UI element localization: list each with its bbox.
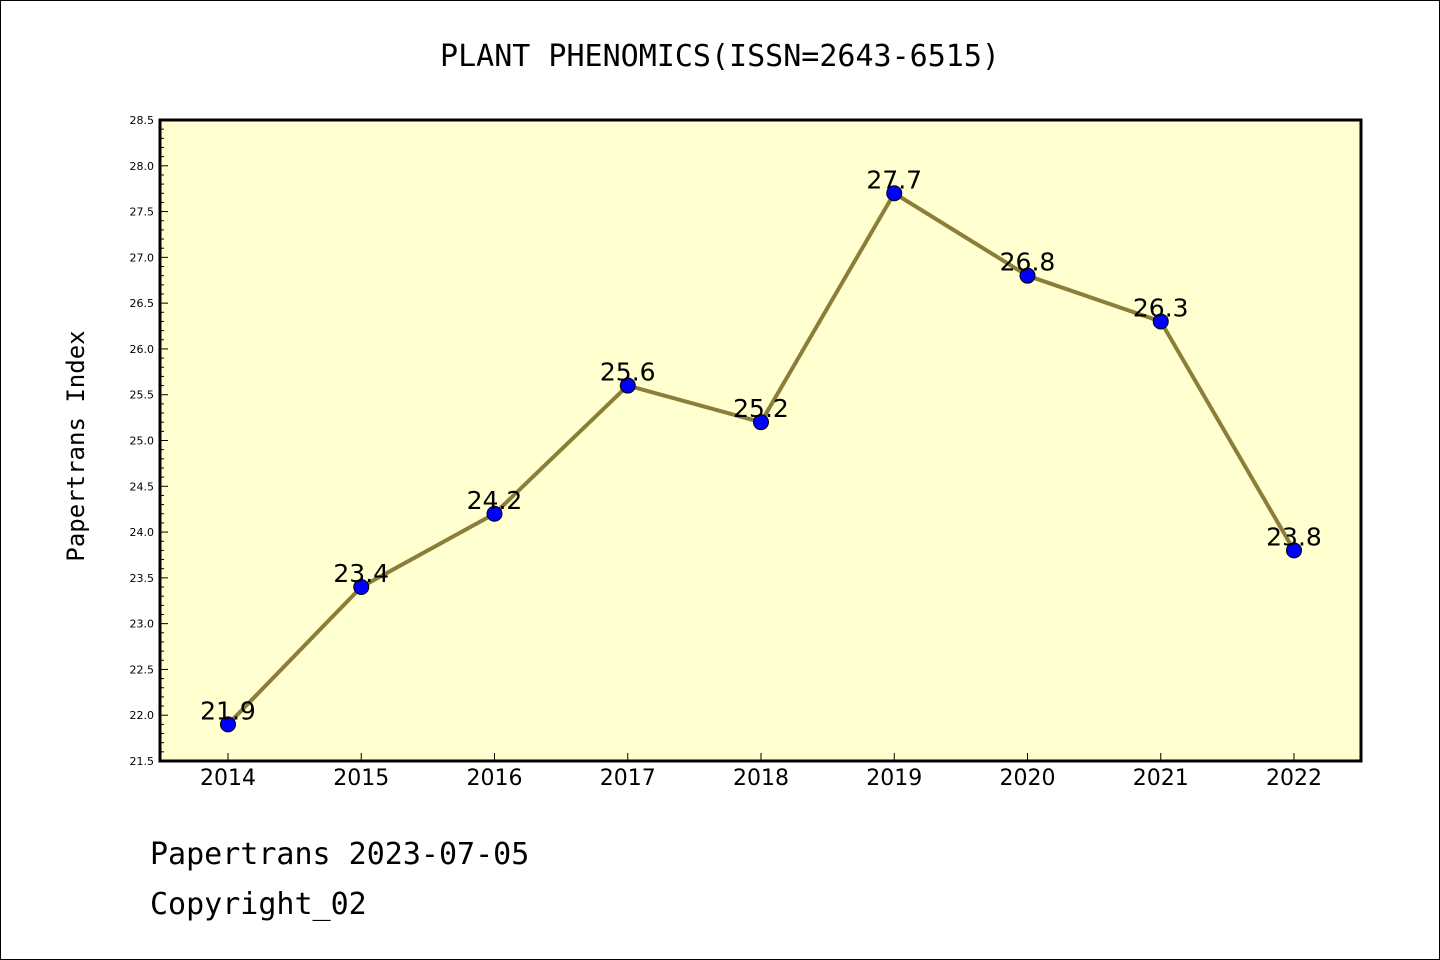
y-tick-label: 22.5 [130,663,155,676]
y-tick-label: 24.5 [130,480,155,493]
y-tick-label: 27.0 [130,251,155,264]
y-tick-label: 26.5 [130,297,155,310]
data-label: 25.2 [733,394,789,423]
x-tick-label: 2019 [866,766,922,791]
y-tick-label: 25.5 [130,389,155,402]
data-label: 21.9 [200,696,256,725]
y-tick-label: 27.5 [130,206,155,219]
data-label: 26.3 [1133,293,1189,322]
data-point [1019,267,1036,284]
y-axis-label: Papertrans Index [62,330,90,561]
x-tick-label: 2020 [1000,766,1056,791]
y-tick-label: 26.0 [130,343,155,356]
data-label: 25.6 [600,358,656,387]
x-tick-label: 2016 [467,766,523,791]
y-tick-label: 25.0 [130,435,155,448]
y-tick-label: 24.0 [130,526,155,539]
data-label: 27.7 [866,165,922,194]
plot-area [160,120,1361,761]
data-point [220,716,236,733]
y-axis: 21.5 22.0 22.5 23.0 23.5 24.0 24.5 25.0 25.5 26.0… [130,114,168,768]
data-label: 23.8 [1266,522,1322,551]
data-point [619,377,636,394]
data-point [1152,313,1169,330]
x-tick-label: 2015 [333,766,389,791]
data-point [886,185,903,202]
footer-date: Papertrans 2023-07-05 [150,837,529,872]
plot-border [158,118,1363,763]
x-tick-label: 2017 [600,766,656,791]
footer-copyright: Copyright_02 [150,887,367,922]
data-label: 24.2 [467,486,523,515]
x-axis: 2014 2015 2016 2017 2018 2019 2020 2021 2022 [200,753,1322,791]
y-tick-label: 22.0 [130,709,155,722]
data-label: 26.8 [1000,248,1056,277]
chart-title: PLANT PHENOMICS(ISSN=2643-6515) [440,39,1000,74]
data-point [486,505,503,522]
y-tick-label: 28.5 [130,114,155,127]
y-tick-label: 21.5 [130,755,155,768]
x-tick-label: 2021 [1133,766,1189,791]
data-point [753,414,769,431]
x-tick-label: 2014 [200,766,256,791]
y-tick-label: 23.0 [130,618,155,631]
data-label: 23.4 [333,559,389,588]
x-tick-label: 2018 [733,766,789,791]
y-tick-label: 28.0 [130,160,155,173]
data-point [353,579,370,596]
x-tick-label: 2022 [1266,766,1322,791]
data-points [220,185,1302,733]
data-labels: 21.9 23.4 24.2 25.6 25.2 27.7 26.8 26.3 23.8 [200,165,1322,725]
y-tick-label: 23.5 [130,572,155,585]
data-point [1286,542,1302,559]
